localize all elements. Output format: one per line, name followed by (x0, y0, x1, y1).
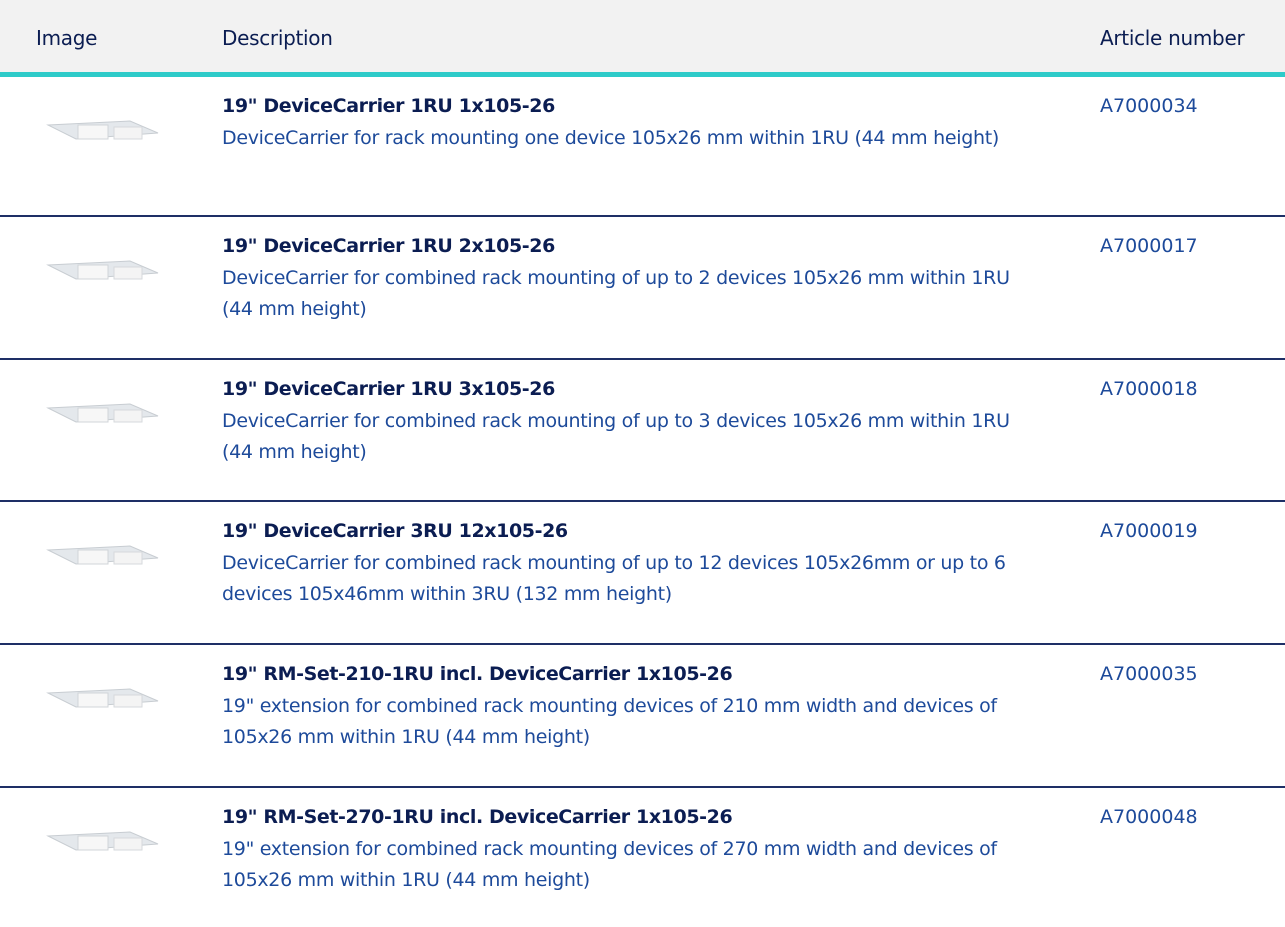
product-description: DeviceCarrier for combined rack mounting… (222, 267, 1010, 320)
table-header: Image Description Article number (0, 0, 1285, 77)
header-cell: Article number (1100, 26, 1245, 50)
product-title: 19" DeviceCarrier 1RU 1x105-26 (222, 95, 555, 117)
product-title: 19" RM-Set-270-1RU incl. DeviceCarrier 1… (222, 806, 733, 828)
product-image (30, 532, 170, 586)
header-cell: Description (222, 26, 333, 50)
article-number: A7000034 (1100, 95, 1198, 117)
table-row: 19" DeviceCarrier 1RU 3x105-26 DeviceCarr… (0, 360, 1285, 502)
table-row: 19" DeviceCarrier 1RU 1x105-26 DeviceCarr… (0, 77, 1285, 217)
product-description: DeviceCarrier for rack mounting one devi… (222, 127, 999, 149)
product-description: DeviceCarrier for combined rack mounting… (222, 410, 1010, 463)
article-number: A7000019 (1100, 520, 1198, 542)
header-cell: Image (36, 26, 98, 50)
product-thumbnail (46, 688, 159, 708)
article-number: A7000018 (1100, 378, 1198, 400)
product-image (30, 675, 170, 729)
product-description: 19" extension for combined rack mounting… (222, 838, 997, 891)
product-thumbnail (46, 831, 159, 851)
product-thumbnail (46, 120, 159, 140)
product-thumbnail (46, 403, 159, 423)
product-title: 19" DeviceCarrier 1RU 3x105-26 (222, 378, 555, 400)
table-row: 19" DeviceCarrier 1RU 2x105-26 DeviceCarr… (0, 217, 1285, 360)
product-image (30, 107, 170, 161)
product-image (30, 247, 170, 301)
table-row: 19" RM-Set-270-1RU incl. DeviceCarrier 1… (0, 788, 1285, 927)
article-number: A7000017 (1100, 235, 1198, 257)
product-title: 19" DeviceCarrier 3RU 12x105-26 (222, 520, 568, 542)
article-number: A7000048 (1100, 806, 1198, 828)
product-thumbnail (46, 260, 159, 280)
product-title: 19" RM-Set-210-1RU incl. DeviceCarrier 1… (222, 663, 733, 685)
product-description: DeviceCarrier for combined rack mounting… (222, 552, 1006, 605)
article-number: A7000035 (1100, 663, 1198, 685)
product-description: 19" extension for combined rack mounting… (222, 695, 997, 748)
product-title: 19" DeviceCarrier 1RU 2x105-26 (222, 235, 555, 257)
product-image (30, 390, 170, 444)
table-row: 19" DeviceCarrier 3RU 12x105-26 DeviceCar… (0, 502, 1285, 645)
product-thumbnail (46, 545, 159, 565)
table-row: 19" RM-Set-210-1RU incl. DeviceCarrier 1… (0, 645, 1285, 788)
product-image (30, 818, 170, 872)
